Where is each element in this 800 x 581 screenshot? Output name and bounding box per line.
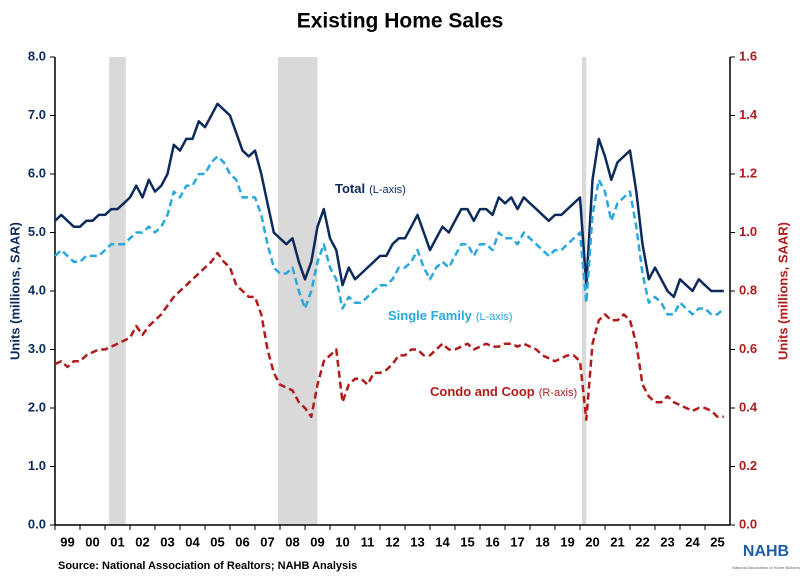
source-note: Source: National Association of Realtors… — [58, 560, 357, 572]
y2-tick-label: 0.2 — [739, 458, 757, 473]
series-annotation: Single Family (L-axis) — [388, 308, 512, 323]
y-tick-label: 5.0 — [28, 224, 46, 239]
x-tick-label: 04 — [185, 534, 200, 549]
y-tick-label: 1.0 — [28, 458, 46, 473]
x-tick-label: 18 — [535, 534, 549, 549]
series-name: Total — [335, 181, 365, 196]
x-tick-label: 03 — [160, 534, 174, 549]
y2-tick-label: 0.0 — [739, 516, 757, 531]
series-line — [54, 102, 724, 299]
x-tick-label: 21 — [610, 534, 624, 549]
x-tick-label: 01 — [110, 534, 124, 549]
x-tick-label: 12 — [385, 534, 399, 549]
x-tick-label: 02 — [135, 534, 149, 549]
x-tick-label: 25 — [710, 534, 724, 549]
x-tick-label: 08 — [285, 534, 299, 549]
x-tick-label: 17 — [510, 534, 524, 549]
logo-tagline: National Association of Home Builders — [732, 565, 800, 570]
y2-tick-label: 1.0 — [739, 224, 757, 239]
x-tick-label: 24 — [685, 534, 700, 549]
y2-tick-label: 1.2 — [739, 165, 757, 180]
x-tick-label: 10 — [335, 534, 349, 549]
y2-axis-label: Units (millions, SAAR) — [775, 222, 790, 360]
y2-tick-label: 0.8 — [739, 282, 757, 297]
series-annotation: Total (L-axis) — [335, 181, 406, 196]
y-axis-label: Units (millions, SAAR) — [7, 222, 22, 360]
x-tick-label: 11 — [361, 534, 375, 549]
series-name: Single Family — [388, 308, 473, 323]
x-tick-label: 13 — [410, 534, 424, 549]
x-tick-label: 23 — [660, 534, 674, 549]
recession-shade — [109, 57, 126, 525]
series-line — [54, 155, 725, 316]
logo-name: NAHB — [743, 543, 789, 560]
x-tick-label: 09 — [310, 534, 324, 549]
x-tick-label: 15 — [460, 534, 474, 549]
y-tick-label: 4.0 — [28, 282, 46, 297]
chart-title: Existing Home Sales — [297, 10, 504, 33]
recession-shade — [582, 57, 587, 525]
series-axis-note: (R-axis) — [539, 387, 578, 399]
y2-tick-label: 0.6 — [739, 341, 757, 356]
series-line — [54, 251, 724, 421]
series-axis-note: (L-axis) — [369, 184, 406, 196]
x-tick-label: 99 — [60, 534, 74, 549]
y-tick-label: 0.0 — [28, 516, 46, 531]
y2-tick-label: 0.4 — [739, 399, 758, 414]
x-tick-label: 00 — [85, 534, 99, 549]
x-tick-label: 16 — [485, 534, 499, 549]
x-tick-label: 14 — [435, 534, 450, 549]
y2-tick-label: 1.4 — [739, 107, 758, 122]
y-tick-label: 6.0 — [28, 165, 46, 180]
x-tick-label: 20 — [585, 534, 599, 549]
y2-tick-label: 1.6 — [739, 48, 757, 63]
x-tick-label: 07 — [260, 534, 274, 549]
y-tick-label: 3.0 — [28, 341, 46, 356]
x-tick-label: 05 — [210, 534, 224, 549]
y-tick-label: 7.0 — [28, 107, 46, 122]
x-tick-label: 22 — [635, 534, 649, 549]
series-name: Condo and Coop — [430, 384, 535, 399]
y-tick-label: 8.0 — [28, 48, 46, 63]
x-tick-label: 19 — [560, 534, 574, 549]
series-axis-note: (L-axis) — [476, 311, 513, 323]
x-tick-label: 06 — [235, 534, 249, 549]
y-tick-label: 2.0 — [28, 399, 46, 414]
series-annotation: Condo and Coop (R-axis) — [430, 384, 577, 399]
